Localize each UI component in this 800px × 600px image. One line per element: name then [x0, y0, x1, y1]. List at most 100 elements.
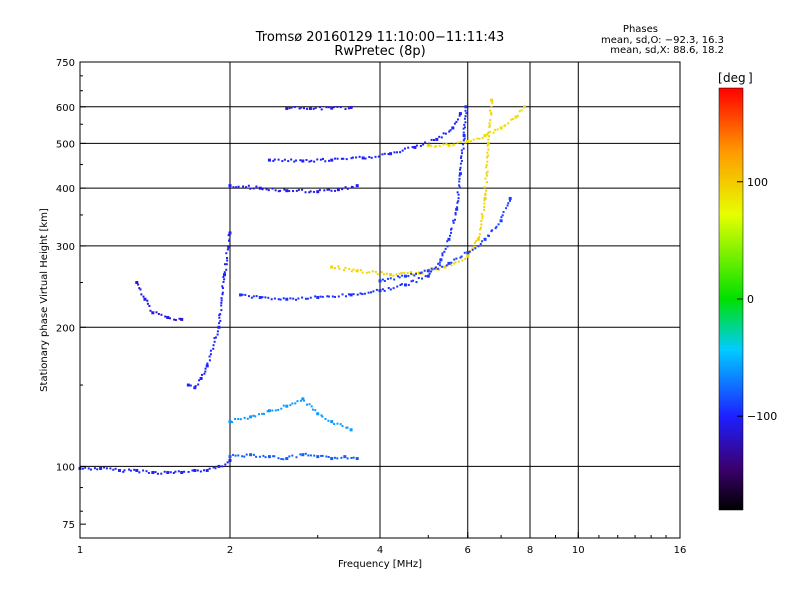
data-point [444, 132, 447, 135]
data-point [396, 275, 399, 278]
data-point [344, 266, 347, 269]
data-point [313, 160, 316, 163]
data-point [246, 417, 249, 420]
data-point [93, 467, 96, 470]
data-point [499, 126, 503, 130]
data-point [312, 107, 315, 110]
data-point [313, 454, 316, 457]
data-point [223, 278, 226, 281]
data-point [228, 420, 232, 424]
phase-summary-x: mean, sd,X: 88.6, 18.2 [610, 45, 724, 56]
data-point [463, 126, 466, 129]
data-point [359, 269, 362, 272]
data-point [462, 134, 466, 138]
data-point [221, 287, 224, 290]
data-point [508, 196, 512, 200]
data-point [291, 402, 294, 405]
data-point [488, 130, 491, 133]
data-point [459, 162, 462, 165]
data-point [327, 455, 330, 458]
data-point [330, 265, 334, 269]
data-point [145, 470, 148, 473]
data-point [410, 272, 413, 275]
data-point [406, 272, 409, 275]
data-point [243, 455, 246, 458]
data-point [361, 271, 364, 274]
data-point [365, 271, 368, 274]
data-point [495, 225, 498, 228]
data-point [166, 315, 170, 319]
data-point [103, 466, 106, 469]
data-point [221, 291, 224, 294]
data-point [324, 160, 327, 163]
data-point [432, 267, 435, 270]
data-point [471, 248, 474, 251]
data-point [370, 156, 373, 159]
data-point [218, 314, 221, 317]
data-point [322, 157, 325, 160]
data-point [355, 457, 359, 461]
data-point [339, 423, 342, 426]
data-point [485, 174, 488, 177]
data-point [321, 295, 324, 298]
data-point [232, 186, 235, 189]
data-point [403, 274, 407, 278]
data-point [319, 158, 322, 161]
data-point [138, 471, 141, 474]
data-point [273, 297, 276, 300]
data-point [461, 152, 464, 155]
data-point [443, 250, 446, 253]
data-point [249, 453, 253, 457]
data-point [507, 122, 510, 125]
data-point [453, 122, 456, 125]
data-point [453, 218, 456, 221]
data-point [444, 247, 447, 250]
data-point [282, 404, 285, 407]
data-point [282, 458, 285, 461]
data-point [252, 187, 255, 190]
data-point [469, 140, 472, 143]
data-point [243, 416, 246, 419]
data-point [458, 112, 462, 116]
data-point [206, 362, 209, 365]
data-point [411, 146, 414, 149]
data-point [452, 221, 455, 224]
x-tick-label: 1 [77, 545, 83, 556]
data-point [272, 455, 275, 458]
data-point [486, 170, 489, 173]
data-point [312, 190, 315, 193]
data-point [483, 186, 486, 189]
data-point [447, 237, 451, 241]
data-point [438, 135, 441, 138]
data-point [344, 108, 347, 111]
data-point [415, 144, 418, 147]
data-point [214, 336, 217, 339]
data-point [351, 156, 354, 159]
data-point [446, 245, 449, 248]
data-point [407, 146, 410, 149]
data-point [464, 109, 467, 112]
data-point [523, 105, 527, 109]
data-point [488, 125, 491, 128]
data-point [209, 349, 212, 352]
data-point [484, 177, 487, 180]
data-point [279, 189, 282, 192]
data-point [413, 145, 417, 149]
data-point [506, 204, 509, 207]
data-point [193, 468, 197, 472]
data-point [140, 293, 143, 296]
data-point [316, 412, 320, 416]
data-point [320, 108, 323, 111]
data-point [505, 207, 508, 210]
data-point [271, 409, 274, 412]
data-point [474, 247, 477, 250]
data-point [490, 106, 493, 109]
data-point [267, 455, 271, 459]
data-point [331, 295, 334, 298]
data-point [309, 454, 312, 457]
data-point [509, 199, 512, 202]
data-point [308, 160, 311, 163]
data-point [295, 456, 298, 459]
data-point [81, 467, 84, 470]
data-point [487, 154, 490, 157]
